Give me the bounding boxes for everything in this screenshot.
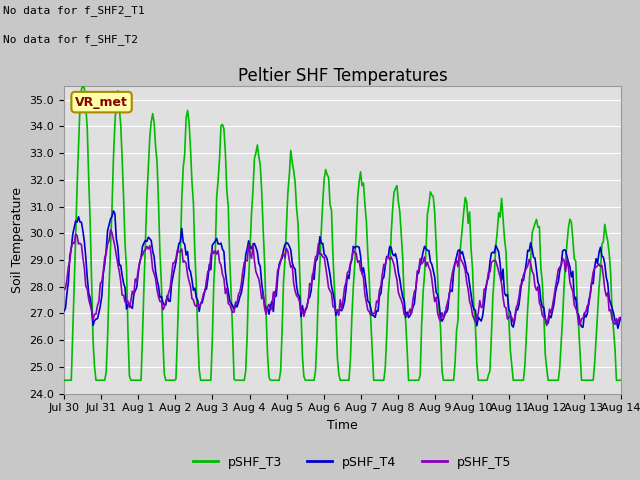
Text: No data for f_SHF_T2: No data for f_SHF_T2 — [3, 34, 138, 45]
Legend: pSHF_T3, pSHF_T4, pSHF_T5: pSHF_T3, pSHF_T4, pSHF_T5 — [188, 451, 516, 474]
pSHF_T3 — [81, 85, 88, 91]
pSHF_T3 — [617, 377, 625, 383]
pSHF_T5 — [541, 315, 549, 321]
pSHF_T3 — [541, 351, 549, 357]
pSHF_T5 — [97, 280, 104, 286]
pSHF_T4 — [614, 325, 621, 331]
pSHF_T4 — [458, 249, 466, 254]
Line: pSHF_T3: pSHF_T3 — [64, 86, 621, 380]
Title: Peltier SHF Temperatures: Peltier SHF Temperatures — [237, 67, 447, 85]
pSHF_T5 — [79, 255, 87, 261]
Line: pSHF_T5: pSHF_T5 — [64, 229, 621, 325]
pSHF_T3 — [348, 314, 356, 320]
Y-axis label: Soil Temperature: Soil Temperature — [11, 187, 24, 293]
pSHF_T4 — [617, 314, 625, 320]
pSHF_T3 — [79, 84, 87, 89]
pSHF_T4 — [616, 319, 623, 325]
Text: VR_met: VR_met — [75, 96, 128, 108]
pSHF_T5 — [60, 287, 68, 292]
pSHF_T4 — [541, 315, 549, 321]
Text: No data for f_SHF2_T1: No data for f_SHF2_T1 — [3, 5, 145, 16]
pSHF_T5 — [348, 256, 356, 262]
pSHF_T5 — [107, 227, 115, 232]
pSHF_T4 — [60, 308, 68, 314]
pSHF_T4 — [348, 257, 356, 263]
pSHF_T5 — [458, 259, 466, 265]
X-axis label: Time: Time — [327, 419, 358, 432]
pSHF_T3 — [98, 377, 106, 383]
pSHF_T5 — [617, 315, 625, 321]
Line: pSHF_T4: pSHF_T4 — [64, 211, 621, 328]
pSHF_T3 — [60, 377, 68, 383]
pSHF_T3 — [614, 377, 621, 383]
pSHF_T4 — [97, 303, 104, 309]
pSHF_T3 — [458, 225, 466, 231]
pSHF_T5 — [543, 323, 550, 328]
pSHF_T5 — [616, 315, 623, 321]
pSHF_T4 — [79, 228, 87, 234]
pSHF_T4 — [109, 208, 117, 214]
